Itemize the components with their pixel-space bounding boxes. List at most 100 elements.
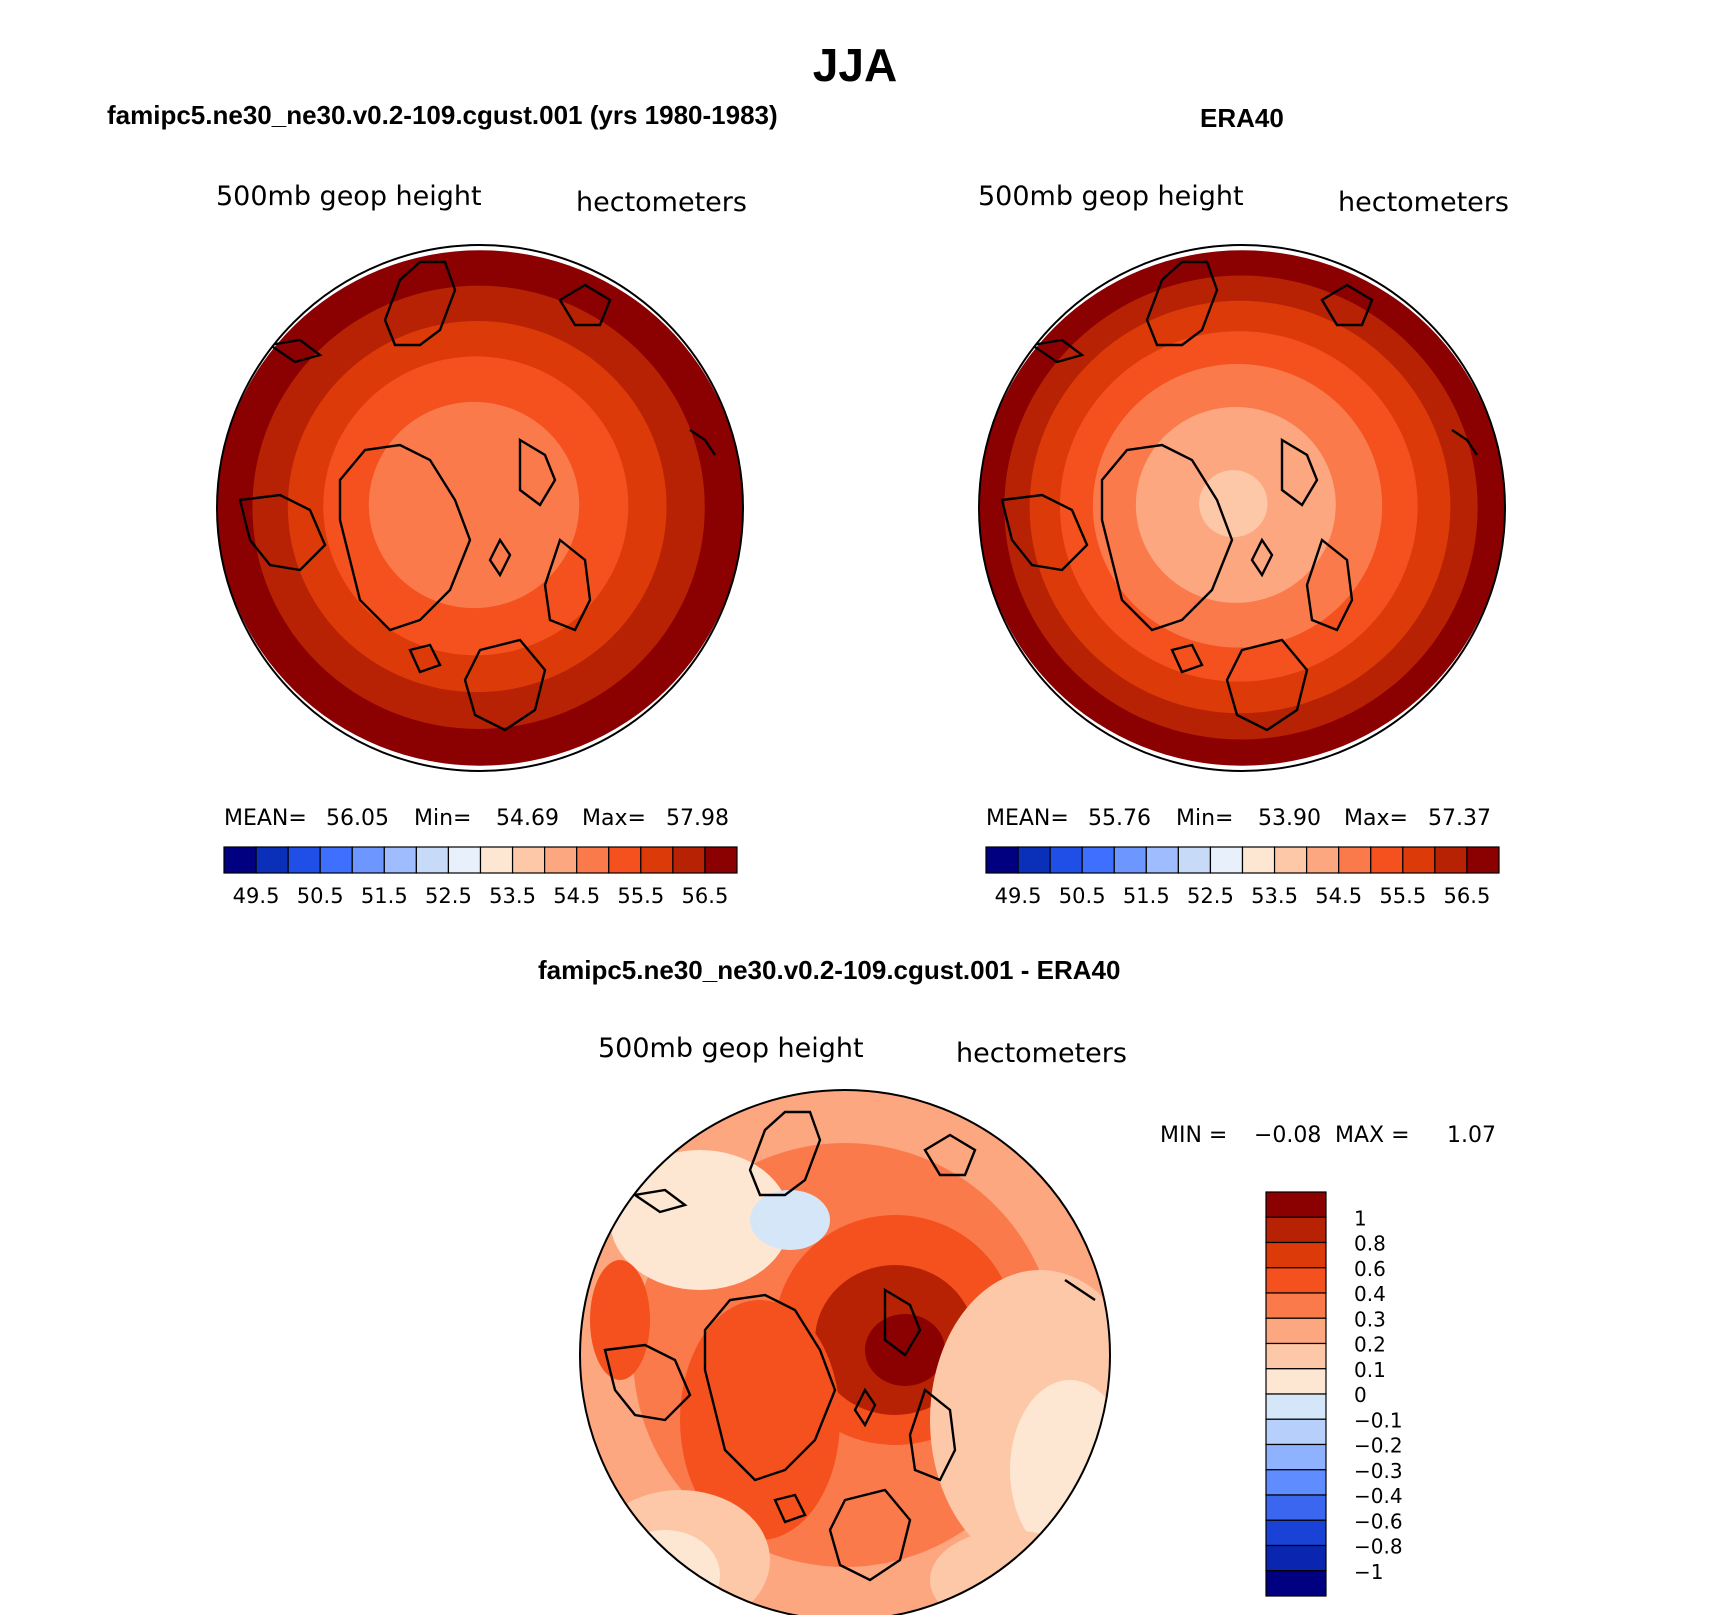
panel2-colorbar-swatch [1081,846,1115,874]
panel2-colorbar-tick-label: 55.5 [1379,884,1426,908]
panel1-mean-label: MEAN= [224,806,307,831]
panel3-colorbar-tick-label: 0.2 [1354,1333,1386,1357]
panel2-colorbar-tick-label: 51.5 [1123,884,1170,908]
panel3-left-label: 500mb geop height [598,1033,864,1064]
panel1-max-label: Max= [582,806,646,831]
panel1-contour-field [217,250,743,766]
panel2-colorbar-swatch [1466,846,1500,874]
panel1-colorbar-swatch [351,846,385,874]
panel1-colorbar-tick-label: 56.5 [682,884,729,908]
panel3-colorbar-tick-label: −0.2 [1354,1434,1403,1458]
panel2-colorbar: 49.5 50.5 51.5 52.5 53.5 54.5 55.5 56.5 [985,846,1500,908]
panel3-colorbar-tick-label: −0.8 [1354,1535,1403,1559]
panel1-coastlines [238,260,716,732]
panel3-colorbar-swatch [1265,1342,1327,1370]
panel2-colorbar-swatch [1306,846,1340,874]
panel2-colorbar-swatch [1049,846,1083,874]
panel3-colorbar-swatch [1265,1418,1327,1446]
panel3-map-border [579,1089,1111,1615]
panel3-colorbar-swatch [1265,1393,1327,1420]
panel3-colorbar-tick-label: −0.3 [1354,1459,1403,1483]
panel3-max-label: MAX = [1335,1123,1410,1148]
panel1-colorbar-swatch [415,846,450,874]
panel2-colorbar-swatch [1273,846,1308,874]
panel3-colorbar-tick-label: −0.1 [1354,1408,1403,1432]
panel1-colorbar-swatch [223,846,257,874]
panel3-colorbar-tick-label: −1 [1354,1560,1383,1584]
panel1-colorbar-tick-label: 52.5 [425,884,472,908]
panel1-stats: MEAN= 56.05 Min= 54.69 Max= 57.98 [224,806,729,831]
panel3-colorbar-tick-label: 0.3 [1354,1307,1386,1331]
panel2-field-band [1199,470,1268,538]
panel3-colorbar-swatch [1265,1292,1327,1319]
panel3-colorbar-swatch [1265,1494,1327,1521]
panel3-coastlines [603,1110,1096,1582]
panel3-title: famipc5.ne30_ne30.v0.2-109.cgust.001 - E… [538,955,1121,985]
panel1-colorbar-tick-label: 49.5 [233,884,280,908]
panel1-title: famipc5.ne30_ne30.v0.2-109.cgust.001 (yr… [107,100,778,130]
panel3-max-value: 1.07 [1447,1123,1496,1148]
panel2-colorbar-swatch [1209,846,1244,874]
panel2-min-label: Min= [1176,806,1233,831]
panel3-right-label: hectometers [956,1038,1127,1069]
panel1-mean-value: 56.05 [326,806,389,831]
panel2-right-label: hectometers [1338,187,1509,218]
panel1-colorbar-swatch [511,846,546,874]
panel3-colorbar-swatch [1265,1570,1327,1597]
panel3-colorbar: 10.80.60.40.30.20.10−0.1−0.2−0.3−0.4−0.6… [1265,1191,1403,1597]
panel3-colorbar-tick-label: 0 [1354,1383,1367,1407]
panel2-colorbar-swatch [1370,846,1404,874]
panel3-colorbar-swatch [1265,1544,1327,1572]
panel1-colorbar-swatch [608,846,642,874]
panel3-colorbar-tick-label: −0.6 [1354,1509,1403,1533]
panel3-colorbar-swatch [1265,1216,1327,1244]
panel1-right-label: hectometers [576,187,747,218]
panel1-colorbar-swatch [576,846,610,874]
panel1-colorbar-swatch [255,846,289,874]
panel3-contour-field [580,1090,1110,1615]
panel3-min-value: −0.08 [1254,1123,1321,1148]
panel1-colorbar-swatch [447,846,482,874]
panel3-colorbar-tick-label: 0.8 [1354,1232,1386,1256]
panel3-min-label: MIN = [1160,1123,1227,1148]
panel3-stats: MIN = −0.08 MAX = 1.07 [1160,1123,1496,1148]
panel2-coastlines [1000,260,1478,732]
panel3-colorbar-swatch [1265,1469,1327,1496]
panel1-colorbar-swatch [704,846,738,874]
panel2-colorbar-tick-label: 49.5 [995,884,1042,908]
panel1-colorbar-tick-label: 54.5 [553,884,600,908]
panel2-mean-value: 55.76 [1088,806,1151,831]
panel1-colorbar: 49.5 50.5 51.5 52.5 53.5 54.5 55.5 56.5 [223,846,738,908]
panel1-colorbar-swatch [287,846,321,874]
panel2-colorbar-swatch [1338,846,1372,874]
panel2-min-value: 53.90 [1258,806,1321,831]
panel3-colorbar-swatch [1265,1519,1327,1547]
panel1-colorbar-swatch [640,846,674,874]
panel2-colorbar-tick-label: 52.5 [1187,884,1234,908]
panel1-colorbar-tick-label: 55.5 [617,884,664,908]
panel3-colorbar-tick-label: 1 [1354,1206,1367,1230]
panel1-max-value: 57.98 [666,806,729,831]
panel3-colorbar-swatch [1265,1368,1327,1395]
panel1-colorbar-swatch [319,846,353,874]
panel1-colorbar-tick-label: 51.5 [361,884,408,908]
panel3-colorbar-tick-label: 0.6 [1354,1257,1386,1281]
panel1-colorbar-swatch [672,846,706,874]
panel2-colorbar-swatch [1017,846,1051,874]
panel2-max-label: Max= [1344,806,1408,831]
panel3-colorbar-swatch [1265,1443,1327,1471]
panel1-field-band [368,401,580,609]
panel2-colorbar-tick-label: 50.5 [1059,884,1106,908]
panel2-mean-label: MEAN= [986,806,1069,831]
panel1-colorbar-swatch [383,846,417,874]
panel1-min-label: Min= [414,806,471,831]
panel1-colorbar-swatch [544,846,578,874]
panel2-colorbar-tick-label: 56.5 [1444,884,1491,908]
figure-title: JJA [812,39,898,91]
panel2-colorbar-swatch [1402,846,1436,874]
panel2-colorbar-swatch [1145,846,1179,874]
panel2-colorbar-swatch [1241,846,1276,874]
panel2-colorbar-swatch [1434,846,1468,874]
panel2-colorbar-tick-label: 53.5 [1251,884,1298,908]
panel1-left-label: 500mb geop height [216,181,482,212]
